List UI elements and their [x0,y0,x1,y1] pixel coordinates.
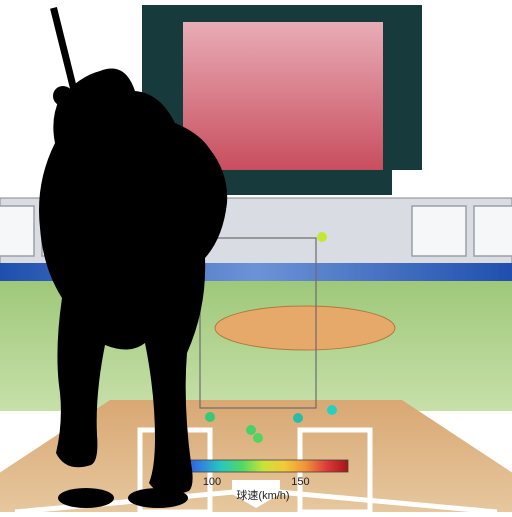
scoreboard-screen [183,22,383,170]
pitch-marker [246,425,256,435]
pitch-marker [205,412,215,422]
colorbar [178,460,348,472]
pitch-marker [327,405,337,415]
stands-box [0,206,34,256]
colorbar-tick-label: 100 [203,476,221,488]
stands-box [474,206,512,256]
pitchers-mound [215,306,395,350]
colorbar-axis-label: 球速(km/h) [236,488,289,502]
colorbar-tick-label: 150 [291,476,309,488]
pitch-marker [293,413,303,423]
stands-box [412,206,466,256]
pitch-location-chart: 100 150球速(km/h) [0,0,512,512]
pitch-marker [317,232,327,242]
pitch-marker [253,433,263,443]
